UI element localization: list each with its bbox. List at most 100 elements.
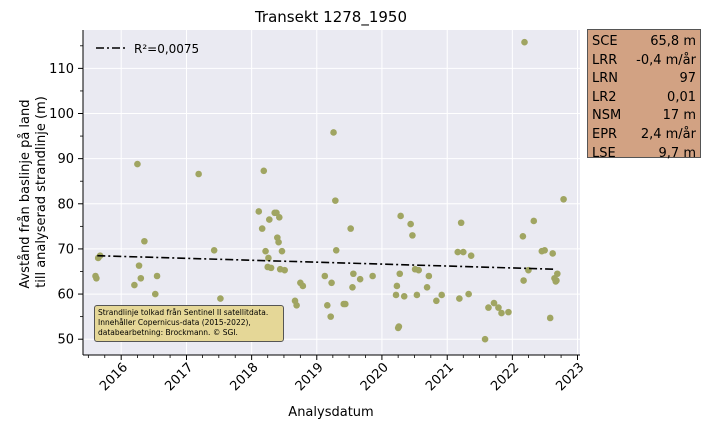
data-point xyxy=(210,246,218,254)
data-point xyxy=(395,323,403,330)
stat-row-epr: EPR 2,4 m/år xyxy=(592,126,696,145)
stat-key: EPR xyxy=(592,126,618,142)
x-tick-label: 2023 xyxy=(553,360,587,394)
stat-value: -0,4 m/år xyxy=(636,52,696,68)
data-point xyxy=(332,246,340,254)
data-point xyxy=(281,266,288,274)
stat-row-lr2: LR2 0,01 xyxy=(592,89,696,108)
y-axis-label-line-2: till analyserad strandlinje (m) xyxy=(34,96,49,288)
data-point xyxy=(465,290,472,298)
data-point xyxy=(293,302,300,309)
x-tick-label: 2017 xyxy=(162,360,196,394)
stat-key: SCE xyxy=(592,34,618,49)
data-point xyxy=(258,225,266,232)
source-note-line: Strandlinje tolkad från Sentinel II sate… xyxy=(98,308,269,317)
data-point xyxy=(299,282,307,290)
data-point xyxy=(397,212,404,220)
data-point xyxy=(549,250,556,257)
source-note: Strandlinje tolkad från Sentinel II sate… xyxy=(94,305,284,342)
data-point xyxy=(278,247,286,255)
data-point xyxy=(454,248,462,256)
chart-title: Transekt 1278_1950 xyxy=(254,8,407,27)
stat-value: 17 m xyxy=(662,108,696,124)
x-tick-label: 2019 xyxy=(293,360,327,394)
data-point xyxy=(490,299,498,307)
data-point xyxy=(328,279,335,287)
data-point xyxy=(393,282,401,290)
data-point xyxy=(153,272,161,280)
data-point xyxy=(342,300,349,308)
legend-trend-label: R²=0,0075 xyxy=(134,42,199,56)
x-tick-label: 2020 xyxy=(358,360,392,394)
data-point xyxy=(560,195,567,203)
data-point xyxy=(415,266,422,274)
stat-key: NSM xyxy=(592,108,622,124)
y-tick-label: 70 xyxy=(57,242,74,257)
stat-value: 97 xyxy=(679,71,696,87)
data-point xyxy=(396,270,404,278)
stat-key: LR2 xyxy=(592,89,617,105)
statistics-box: SCE 65,8 m LRR -0,4 m/år LRN 97 LR2 0,01 NSM… xyxy=(587,29,701,161)
y-tick-label: 50 xyxy=(57,333,74,348)
data-point xyxy=(267,264,275,272)
data-point xyxy=(521,38,528,46)
data-point xyxy=(456,295,463,302)
y-tick-label: 110 xyxy=(49,62,74,77)
data-point xyxy=(505,308,512,316)
data-point xyxy=(407,220,414,228)
stat-value: 0,01 xyxy=(667,89,696,105)
legend: R²=0,0075 xyxy=(96,42,199,56)
data-point xyxy=(459,248,467,256)
data-point xyxy=(265,254,272,262)
data-point xyxy=(554,270,561,278)
data-point xyxy=(255,208,263,215)
axes xyxy=(82,30,580,356)
data-point xyxy=(519,232,527,240)
trend-line xyxy=(97,254,556,271)
y-tick-label: 90 xyxy=(57,152,74,167)
data-point xyxy=(541,246,548,254)
stat-value: 65,8 m xyxy=(650,34,696,49)
data-point xyxy=(324,302,331,309)
data-point xyxy=(134,160,141,168)
x-axis-ticks: 2016 2017 2018 2019 2020 2021 2022 2023 xyxy=(87,355,587,394)
stat-key: LRR xyxy=(592,52,618,68)
data-point xyxy=(481,335,489,343)
data-point xyxy=(93,274,100,282)
x-tick-label: 2016 xyxy=(97,360,131,394)
data-point xyxy=(151,290,159,298)
data-point xyxy=(457,219,465,227)
data-point xyxy=(530,217,538,225)
source-note-line: Innehåller Copernicus-data (2015-2022), xyxy=(98,318,251,327)
data-point xyxy=(425,272,433,280)
y-tick-label: 80 xyxy=(57,197,74,212)
x-tick-label: 2021 xyxy=(423,360,457,394)
stat-value: 2,4 m/år xyxy=(640,126,696,142)
x-tick-label: 2022 xyxy=(488,360,522,394)
data-point xyxy=(321,272,329,280)
y-axis-ticks: 50 60 70 80 90 100 110 xyxy=(49,45,83,348)
grid-lines xyxy=(83,30,580,355)
data-point xyxy=(260,167,268,175)
data-point xyxy=(546,314,554,322)
data-point xyxy=(332,197,339,204)
stat-key: LRN xyxy=(592,71,618,87)
data-point xyxy=(485,304,492,311)
data-point xyxy=(495,304,502,311)
data-point xyxy=(409,232,416,239)
data-point xyxy=(438,291,445,299)
stat-row-nsm: NSM 17 m xyxy=(592,107,696,126)
data-point xyxy=(330,129,337,136)
y-axis-label: Avstånd från baslinje på land till analy… xyxy=(18,95,49,288)
data-point xyxy=(423,283,431,291)
stat-row-sce: SCE 65,8 m xyxy=(592,33,696,52)
data-point xyxy=(137,274,145,282)
data-point xyxy=(276,214,283,221)
data-point xyxy=(327,313,334,320)
source-note-line: databearbetning: Brockmann. © SGI. xyxy=(98,328,238,337)
stat-value: 9,7 m xyxy=(658,145,696,161)
data-point xyxy=(262,247,269,255)
data-point xyxy=(349,283,356,291)
data-point xyxy=(369,272,376,280)
